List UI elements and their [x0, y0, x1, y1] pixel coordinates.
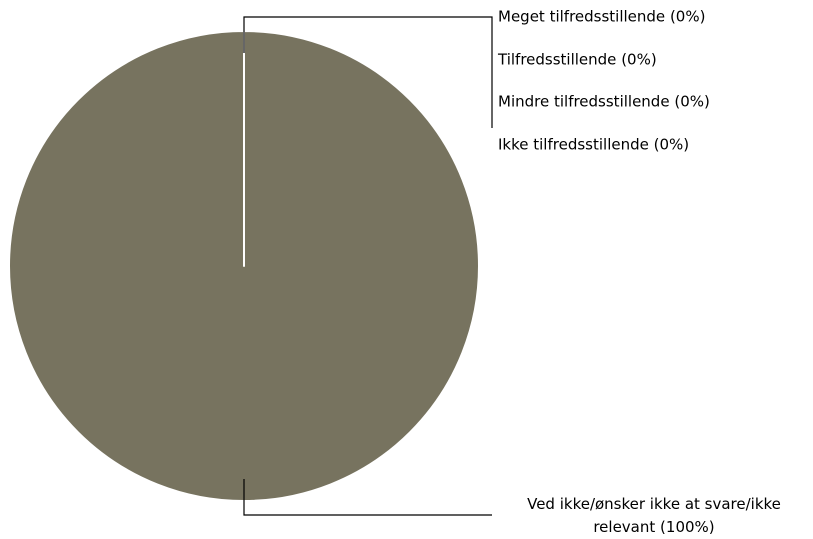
category-name: Tilfredsstillende: [498, 50, 617, 69]
category-name: Meget tilfredsstillende: [498, 7, 666, 26]
category-name: Ikke tilfredsstillende: [498, 135, 649, 154]
value-label: (0%): [653, 135, 690, 154]
slice-label: Ikke tilfredsstillende (0%): [498, 134, 689, 157]
slice-label: Tilfredsstillende (0%): [498, 49, 657, 72]
value-label: (0%): [621, 50, 657, 69]
category-name: Ved ikke/ønsker ikke at svare/ikke relev…: [527, 495, 781, 536]
value-label: (0%): [669, 7, 706, 26]
slice-label: Mindre tilfredsstillende (0%): [498, 91, 710, 114]
slice-label: Meget tilfredsstillende (0%): [498, 6, 705, 29]
category-name: Mindre tilfredsstillende: [498, 92, 670, 111]
leader-line: [243, 16, 493, 128]
pie-slice: [8, 30, 480, 502]
slice-label: Ved ikke/ønsker ikke at svare/ikke relev…: [496, 493, 812, 539]
value-label: (0%): [674, 92, 710, 111]
leader-line: [243, 479, 492, 516]
value-label: (100%): [660, 518, 715, 536]
